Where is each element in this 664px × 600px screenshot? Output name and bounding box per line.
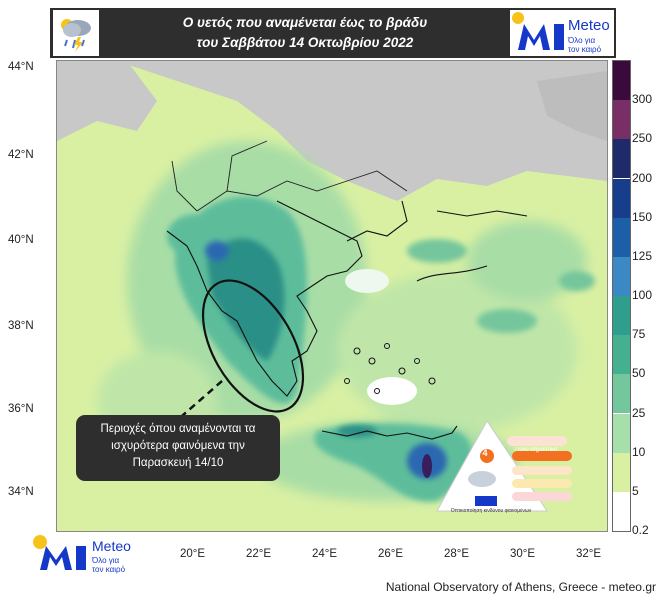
logo-slogan-line-1: Όλο για bbox=[568, 36, 596, 45]
title-line-2: του Σαββάτου 14 Οκτωβρίου 2022 bbox=[196, 35, 414, 50]
callout-line-2: ισχυρότερα φαινόμενα την bbox=[111, 440, 245, 452]
lat-label-36: 36°N bbox=[8, 403, 34, 415]
colorbar-label: 25 bbox=[632, 405, 646, 420]
colorbar-label: 50 bbox=[632, 366, 646, 381]
lon-label-22: 22°E bbox=[246, 548, 272, 560]
rain-cloud-lightning-icon bbox=[53, 10, 99, 56]
lat-label-44: 44°N bbox=[8, 61, 34, 73]
bottom-logo-slogan-line-1: Όλο για bbox=[92, 556, 120, 565]
warning-triangle-badge bbox=[436, 420, 572, 512]
colorbar bbox=[612, 60, 631, 532]
meteo-logo-bottom: Meteo Όλο για τον καιρό bbox=[30, 532, 131, 574]
colorbar-segment bbox=[613, 217, 630, 257]
credit-text: National Observatory of Athens, Greece -… bbox=[385, 580, 656, 594]
lon-label-24: 24°E bbox=[312, 548, 338, 560]
lon-label-28: 28°E bbox=[444, 548, 470, 560]
meteo-logo-top: Meteo Όλο για τον καιρό bbox=[510, 10, 614, 56]
colorbar-label: 5 bbox=[632, 483, 639, 498]
warning-caption: Οπτικοποίηση κινδύνου φαινομένων bbox=[450, 508, 532, 514]
lat-label-38: 38°N bbox=[8, 320, 34, 332]
bottom-logo-slogan-line-2: τον καιρό bbox=[92, 565, 126, 574]
logo-slogan: Όλο για τον καιρό bbox=[568, 36, 601, 54]
lon-label-20: 20°E bbox=[180, 548, 206, 560]
logo-wordmark: Meteo bbox=[568, 17, 610, 34]
colorbar-segment bbox=[613, 491, 630, 531]
colorbar-segment bbox=[613, 374, 630, 414]
lon-label-32: 32°E bbox=[576, 548, 602, 560]
colorbar-label: 10 bbox=[632, 444, 646, 459]
colorbar-label: 300 bbox=[632, 92, 653, 107]
colorbar-label: 75 bbox=[632, 327, 646, 342]
callout-line-1: Περιοχές όπου αναμένονται τα bbox=[100, 423, 256, 435]
colorbar-segment bbox=[613, 100, 630, 140]
colorbar-label: 200 bbox=[632, 170, 653, 185]
colorbar-segment bbox=[613, 413, 630, 453]
colorbar-segment bbox=[613, 452, 630, 492]
colorbar-label: 100 bbox=[632, 288, 653, 302]
colorbar-segment bbox=[613, 61, 630, 101]
bottom-logo-wordmark: Meteo bbox=[92, 538, 131, 554]
bottom-logo-slogan: Όλο για τον καιρό bbox=[92, 556, 125, 574]
callout-box: Περιοχές όπου αναμένονται τα ισχυρότερα … bbox=[76, 415, 280, 481]
lat-label-42: 42°N bbox=[8, 149, 34, 161]
title-line-1: Ο υετός που αναμένεται έως το βράδυ bbox=[182, 15, 428, 30]
colorbar-segment bbox=[613, 139, 630, 179]
logo-slogan-line-2: τον καιρό bbox=[568, 45, 602, 54]
colorbar-segment bbox=[613, 296, 630, 336]
colorbar-label: 150 bbox=[632, 209, 653, 224]
colorbar-segment bbox=[613, 178, 630, 218]
colorbar-segment bbox=[613, 256, 630, 296]
callout-line-3: Παρασκευή 14/10 bbox=[132, 457, 224, 469]
lat-label-40: 40°N bbox=[8, 234, 34, 246]
lon-label-26: 26°E bbox=[378, 548, 404, 560]
colorbar-label: 250 bbox=[632, 131, 653, 146]
warning-level: 4 bbox=[482, 448, 488, 458]
page-title: Ο υετός που αναμένεται έως το βράδυ του … bbox=[110, 10, 500, 59]
colorbar-segment bbox=[613, 335, 630, 375]
warning-label: Πολύ σημαντικό bbox=[515, 447, 558, 453]
colorbar-label: 125 bbox=[632, 248, 653, 263]
lon-label-30: 30°E bbox=[510, 548, 536, 560]
colorbar-label: 0.2 bbox=[632, 523, 649, 537]
lat-label-34: 34°N bbox=[8, 486, 34, 498]
